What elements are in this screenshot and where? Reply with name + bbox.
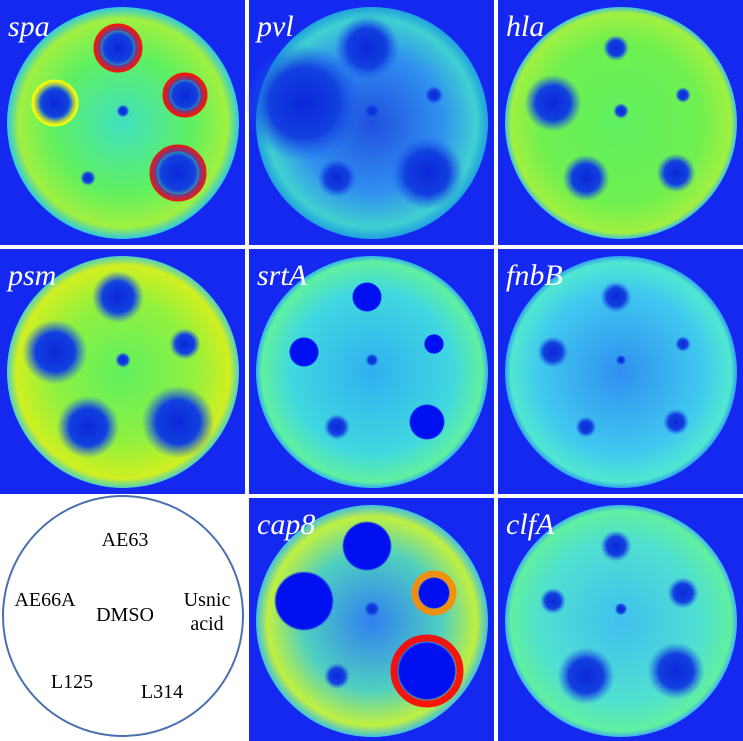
panel-label: srtA bbox=[257, 259, 308, 292]
zone bbox=[663, 409, 689, 435]
zone bbox=[557, 647, 615, 705]
plate-panel: pvl bbox=[245, 0, 494, 245]
zone bbox=[540, 588, 566, 614]
panel-label: clfA bbox=[506, 508, 555, 541]
zone bbox=[656, 153, 696, 193]
zone bbox=[317, 158, 357, 198]
zone bbox=[352, 282, 382, 312]
zone bbox=[92, 271, 144, 323]
zone bbox=[524, 74, 582, 132]
zone bbox=[169, 328, 201, 360]
zone bbox=[613, 103, 629, 119]
zone bbox=[80, 170, 96, 186]
zone bbox=[667, 577, 699, 609]
zone bbox=[22, 319, 88, 385]
zone bbox=[342, 521, 392, 571]
ring bbox=[411, 570, 457, 616]
well-label: AE66A bbox=[14, 589, 76, 611]
plate-panel: spa bbox=[0, 0, 245, 245]
zone bbox=[324, 663, 350, 689]
zone bbox=[615, 354, 627, 366]
panel-label: pvl bbox=[255, 10, 294, 43]
well-label: DMSO bbox=[96, 604, 154, 626]
zone bbox=[614, 602, 628, 616]
zone bbox=[364, 103, 380, 119]
panel-label: hla bbox=[506, 10, 544, 43]
zone bbox=[397, 641, 457, 701]
well-label: Usnic acid bbox=[184, 589, 231, 635]
zone bbox=[289, 337, 319, 367]
zone bbox=[562, 154, 610, 202]
zone bbox=[334, 15, 400, 81]
plate-panel: psm bbox=[0, 249, 245, 494]
plate-panel: cap8 bbox=[249, 498, 494, 741]
zone bbox=[675, 336, 691, 352]
zone bbox=[274, 571, 334, 631]
zone bbox=[141, 385, 215, 459]
panel-label: cap8 bbox=[257, 508, 315, 541]
plate-panel: hla bbox=[498, 0, 743, 245]
zone bbox=[575, 416, 597, 438]
zone bbox=[365, 353, 379, 367]
plate-panel: srtA bbox=[249, 249, 494, 494]
key-panel: AE63 AE66A DMSO Usnic acid L125 L314 bbox=[2, 495, 244, 737]
panel-label: fnbB bbox=[506, 259, 563, 292]
ring bbox=[390, 634, 464, 708]
zone bbox=[424, 334, 444, 354]
zone bbox=[647, 642, 705, 700]
zone bbox=[364, 601, 380, 617]
zone bbox=[390, 136, 464, 210]
zone bbox=[245, 44, 363, 162]
zone bbox=[56, 395, 120, 459]
panel-label: psm bbox=[6, 259, 56, 292]
plate-panel: clfA bbox=[498, 498, 743, 741]
zone bbox=[424, 85, 444, 105]
zone bbox=[600, 281, 632, 313]
zone bbox=[115, 352, 131, 368]
zone bbox=[603, 35, 629, 61]
plate-panel: fnbB bbox=[498, 249, 743, 494]
zone bbox=[600, 530, 632, 562]
panel-label: spa bbox=[8, 10, 50, 43]
zone bbox=[149, 144, 207, 202]
zone bbox=[409, 404, 445, 440]
zone bbox=[94, 24, 142, 72]
well-label: L125 bbox=[51, 671, 93, 693]
plate-outline bbox=[2, 495, 244, 737]
zone bbox=[537, 336, 569, 368]
well-label: AE63 bbox=[102, 529, 149, 551]
zone bbox=[418, 577, 450, 609]
zone bbox=[32, 80, 78, 126]
zone bbox=[324, 414, 350, 440]
zone bbox=[164, 74, 206, 116]
well-label: L314 bbox=[141, 681, 183, 703]
zone bbox=[675, 87, 691, 103]
zone bbox=[116, 104, 130, 118]
